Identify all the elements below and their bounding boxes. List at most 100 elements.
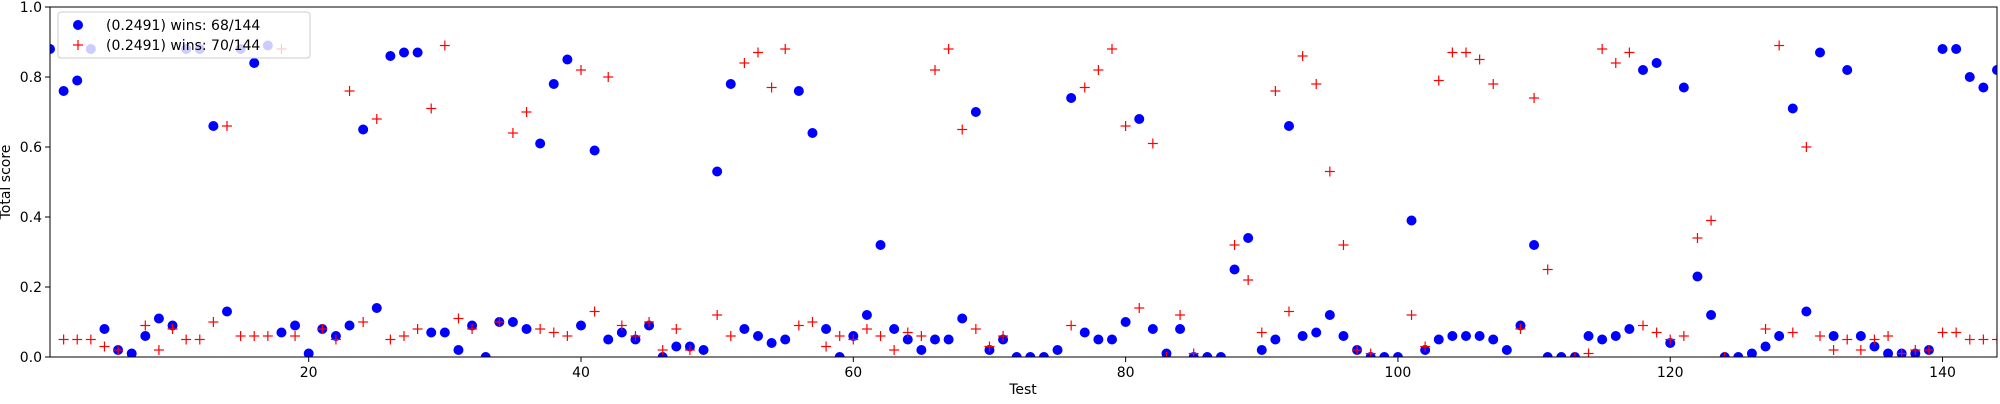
data-point-series-2	[630, 331, 641, 341]
data-point-series-2	[739, 58, 750, 68]
data-point-series-2	[99, 341, 110, 352]
data-point-series-1	[1093, 334, 1104, 345]
x-tick-label: 100	[1385, 365, 1412, 381]
data-point-series-1	[1542, 352, 1553, 357]
data-point-series-1	[99, 324, 110, 334]
data-point-series-1	[1229, 264, 1240, 275]
data-point-series-1	[1964, 72, 1975, 82]
data-point-series-1	[1284, 121, 1294, 131]
data-point-series-1	[1392, 352, 1403, 357]
data-point-series-1	[1937, 44, 1948, 54]
data-point-series-1	[1529, 240, 1540, 250]
data-point-series-2	[1923, 345, 1934, 355]
x-tick-label: 40	[572, 365, 590, 381]
data-point-series-2	[249, 331, 260, 341]
data-point-series-1	[1501, 345, 1512, 355]
data-point-series-2	[1869, 334, 1880, 345]
data-point-series-2	[1651, 327, 1662, 338]
y-tick-label: 0.0	[20, 350, 42, 366]
data-point-series-2	[644, 317, 655, 327]
data-point-series-1	[371, 303, 382, 313]
data-point-series-2	[725, 331, 736, 341]
data-point-series-1	[889, 324, 900, 334]
data-point-series-2	[1488, 79, 1499, 89]
data-point-series-2	[1964, 334, 1975, 345]
data-point-series-2	[589, 306, 600, 317]
data-point-series-2	[467, 324, 478, 334]
data-point-series-1	[725, 79, 736, 89]
data-point-series-2	[535, 324, 546, 334]
data-point-series-2	[916, 331, 927, 341]
data-point-series-2	[1433, 75, 1444, 86]
data-point-series-1	[1175, 324, 1186, 334]
data-point-series-1	[1338, 331, 1349, 341]
data-point-series-2	[58, 334, 69, 345]
data-point-series-1	[439, 327, 450, 338]
data-point-series-2	[1678, 331, 1689, 341]
data-point-series-1	[1270, 334, 1281, 345]
data-point-series-1	[1556, 352, 1567, 357]
data-point-series-1	[1842, 65, 1853, 75]
data-point-series-1	[1883, 348, 1894, 357]
data-point-series-2	[113, 345, 124, 355]
data-point-series-2	[1324, 166, 1335, 177]
data-point-series-2	[371, 114, 382, 124]
data-point-series-2	[793, 320, 804, 331]
data-point-series-1	[1202, 352, 1213, 357]
data-point-series-2	[262, 331, 273, 341]
data-point-series-2	[1760, 324, 1771, 334]
data-point-series-1	[1855, 331, 1866, 341]
data-point-series-2	[1147, 138, 1158, 149]
data-point-series-1	[1610, 331, 1621, 341]
data-point-series-2	[657, 345, 668, 355]
data-point-series-2	[1992, 334, 1997, 345]
data-point-series-2	[1719, 352, 1730, 357]
data-point-series-2	[1161, 352, 1172, 357]
data-point-series-1	[426, 327, 437, 338]
data-point-series-2	[153, 345, 164, 355]
data-point-series-2	[317, 324, 328, 334]
data-point-series-1	[698, 345, 709, 355]
data-point-series-2	[889, 345, 900, 355]
data-point-series-2	[1569, 352, 1580, 357]
data-point-series-2	[1352, 345, 1363, 355]
data-point-series-1	[453, 345, 464, 355]
data-point-series-2	[753, 47, 763, 58]
data-point-series-1	[1801, 306, 1812, 317]
y-tick-label: 0.4	[20, 210, 42, 226]
data-point-series-1	[766, 338, 777, 348]
data-point-series-1	[72, 75, 83, 86]
data-point-series-1	[1107, 334, 1117, 345]
data-point-series-2	[439, 40, 450, 51]
data-point-series-1	[753, 331, 763, 341]
data-point-series-2	[194, 334, 205, 345]
data-point-series-1	[140, 331, 151, 341]
data-point-series-1	[1488, 334, 1499, 345]
data-point-series-2	[1447, 47, 1458, 58]
data-point-series-1	[1243, 233, 1254, 243]
data-point-series-2	[576, 65, 586, 75]
data-point-series-2	[494, 317, 505, 327]
data-point-series-1	[943, 334, 954, 345]
legend-marker-series-2	[73, 40, 83, 50]
data-point-series-1	[875, 240, 886, 250]
data-point-series-1	[412, 47, 423, 58]
y-axis-ticks: 0.0 0.2 0.4 0.6 0.8 1.0	[20, 0, 50, 366]
y-axis-label: Total score	[0, 145, 14, 221]
data-point-series-2	[1842, 334, 1853, 345]
data-point-series-1	[1583, 331, 1594, 341]
data-point-series-2	[1406, 310, 1417, 320]
data-point-series-2	[930, 65, 940, 75]
data-point-series-1	[535, 138, 546, 149]
data-point-series-1	[1638, 65, 1648, 75]
data-point-series-2	[671, 324, 682, 334]
data-point-series-1	[1079, 327, 1090, 338]
data-point-series-2	[1692, 233, 1703, 243]
data-point-series-2	[548, 327, 559, 338]
data-point-series-2	[85, 334, 96, 345]
data-point-series-2	[943, 44, 954, 54]
data-point-series-2	[998, 331, 1009, 341]
data-point-series-1	[739, 324, 750, 334]
data-point-series-1	[930, 334, 940, 345]
